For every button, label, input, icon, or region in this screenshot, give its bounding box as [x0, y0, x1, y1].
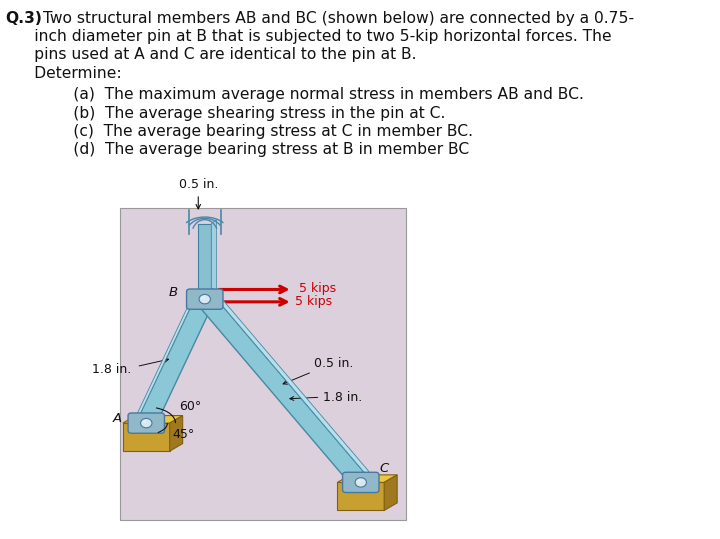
Text: (c)  The average bearing stress at C in member BC.: (c) The average bearing stress at C in m…: [5, 124, 473, 139]
Circle shape: [140, 418, 152, 428]
Text: 1.8 in.: 1.8 in.: [323, 391, 362, 404]
Text: C: C: [379, 462, 388, 475]
Polygon shape: [138, 296, 214, 426]
Circle shape: [201, 296, 204, 299]
Polygon shape: [198, 224, 211, 294]
Polygon shape: [212, 288, 369, 478]
Polygon shape: [123, 423, 170, 451]
Text: Q.3): Q.3): [5, 11, 42, 26]
Polygon shape: [197, 294, 369, 487]
Circle shape: [355, 478, 366, 487]
Text: 60°: 60°: [179, 400, 201, 413]
Polygon shape: [123, 416, 183, 423]
Circle shape: [199, 294, 210, 304]
Text: B: B: [168, 286, 177, 299]
Text: 5 kips: 5 kips: [295, 295, 332, 308]
Text: 45°: 45°: [172, 429, 194, 441]
Text: 5 kips: 5 kips: [299, 282, 336, 295]
Polygon shape: [338, 482, 384, 510]
FancyBboxPatch shape: [120, 208, 406, 520]
Polygon shape: [384, 475, 397, 510]
FancyBboxPatch shape: [186, 289, 223, 309]
Text: Two structural members AB and BC (shown below) are connected by a 0.75-: Two structural members AB and BC (shown …: [43, 11, 634, 26]
Text: (b)  The average shearing stress in the pin at C.: (b) The average shearing stress in the p…: [5, 106, 446, 121]
Text: 0.5 in.: 0.5 in.: [179, 178, 218, 191]
FancyBboxPatch shape: [343, 472, 379, 493]
Text: A: A: [112, 412, 122, 425]
Text: (d)  The average bearing stress at B in member BC: (d) The average bearing stress at B in m…: [5, 142, 469, 157]
FancyBboxPatch shape: [128, 413, 164, 433]
Text: pins used at A and C are identical to the pin at B.: pins used at A and C are identical to th…: [5, 47, 417, 63]
Polygon shape: [138, 290, 196, 420]
Text: inch diameter pin at B that is subjected to two 5-kip horizontal forces. The: inch diameter pin at B that is subjected…: [5, 29, 612, 44]
Polygon shape: [170, 416, 183, 451]
Text: 0.5 in.: 0.5 in.: [314, 357, 354, 370]
Polygon shape: [211, 219, 217, 294]
Text: Determine:: Determine:: [5, 66, 122, 81]
Text: 1.8 in.: 1.8 in.: [92, 363, 131, 376]
Text: (a)  The maximum average normal stress in members AB and BC.: (a) The maximum average normal stress in…: [5, 87, 584, 102]
Polygon shape: [338, 475, 397, 482]
Circle shape: [357, 479, 361, 482]
Circle shape: [143, 420, 146, 423]
